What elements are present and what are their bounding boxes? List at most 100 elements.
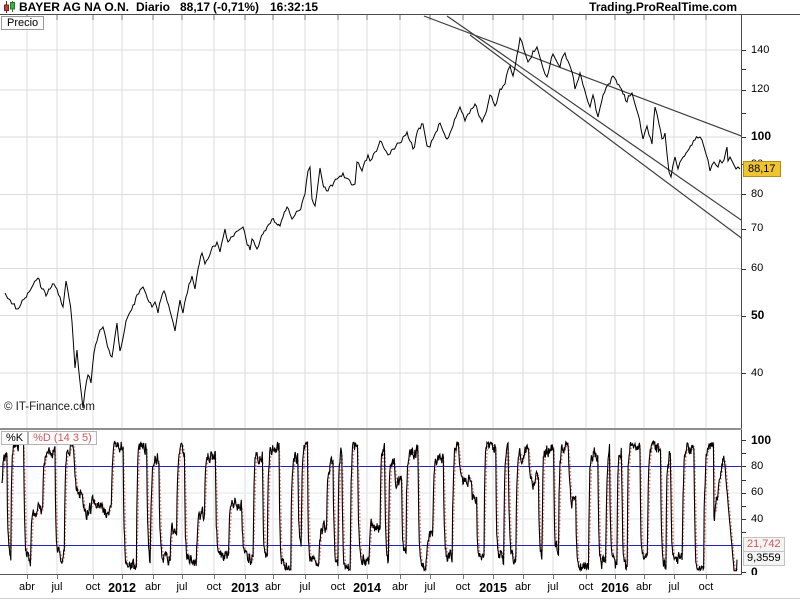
price-y-axis: 14012010090807060504088,17 (742, 15, 800, 428)
price-axis-label: 80 (751, 187, 764, 200)
time-axis-tick (706, 575, 707, 579)
time-axis-label: abr (392, 581, 408, 593)
time-axis-label: jul (51, 581, 63, 593)
it-finance-watermark: © IT-Finance.com (4, 401, 95, 413)
time-axis-tick (586, 575, 587, 579)
time-axis-label: jul (668, 581, 680, 593)
time-axis-tick (615, 575, 616, 579)
quote-time: 16:32:15 (270, 0, 319, 14)
stochastic-plot-area[interactable] (0, 430, 742, 574)
time-axis-label: 2016 (601, 581, 629, 595)
time-axis-tick (93, 575, 94, 579)
time-axis-label: 2015 (479, 581, 507, 595)
time-axis-label: oct (698, 581, 714, 593)
time-axis-tick (182, 575, 183, 579)
stochastic-tabs: %K %D (14 3 5) (1, 431, 97, 445)
price-axis-tick (742, 315, 746, 317)
time-axis-tick (553, 575, 554, 579)
page-bottom-border (0, 598, 800, 599)
tab-precio[interactable]: Precio (1, 16, 45, 30)
price-axis-tick (742, 112, 746, 114)
stoch-axis-tick (742, 532, 746, 534)
price-axis-label: 40 (751, 366, 764, 379)
time-axis-label: oct (455, 581, 471, 593)
time-axis-label: oct (330, 581, 346, 593)
price-axis-label: 100 (751, 129, 772, 144)
change-percent: (-0,71%) (213, 0, 260, 14)
time-axis-label: jul (424, 581, 436, 593)
time-axis-tick (214, 575, 215, 579)
stoch-axis-tick (742, 506, 746, 507)
stoch-last-k-box: 9,3559 (743, 551, 785, 566)
price-axis-tick (742, 228, 746, 230)
price-line (4, 36, 741, 409)
time-axis-tick (644, 575, 645, 579)
last-price-box: 88,17 (743, 161, 781, 177)
tab-percent-d[interactable]: %D (14 3 5) (28, 431, 97, 445)
price-axis-label: 70 (751, 222, 764, 235)
time-axis-label: jul (547, 581, 559, 593)
stoch-axis-tick (742, 492, 746, 494)
stoch-axis-tick (742, 479, 746, 481)
time-axis-tick (493, 575, 494, 579)
instrument-name: BAYER AG NA O.N. (19, 0, 130, 14)
price-plot-area[interactable] (0, 15, 742, 428)
time-axis-tick (674, 575, 675, 579)
time-axis-label: oct (578, 581, 594, 593)
stoch-axis-tick (742, 572, 746, 573)
time-axis-tick (400, 575, 401, 579)
price-axis-tick (742, 50, 746, 51)
stoch-axis-label: 80 (751, 459, 764, 472)
time-axis-label: 2012 (108, 581, 136, 595)
price-axis-label: 60 (751, 262, 764, 275)
candlestick-icon (3, 1, 17, 13)
title-bar: BAYER AG NA O.N. Diario 88,17 (-0,71%) 1… (0, 0, 800, 15)
panel-separator (0, 428, 742, 430)
time-axis-tick (153, 575, 154, 579)
time-axis-tick (338, 575, 339, 579)
stoch-axis-tick (742, 440, 746, 441)
time-axis: abr jul oct 2012 abr jul oct 2013 abr jul oct 2014 a… (0, 575, 800, 598)
price-axis-tick (742, 194, 746, 196)
time-axis-label: abr (145, 581, 161, 593)
stoch-k-line (1, 439, 738, 573)
time-axis-tick (305, 575, 306, 579)
time-axis-label: abr (19, 581, 35, 593)
stoch-last-d-box: 21,742 (743, 537, 785, 552)
timeframe-label: Diario (136, 0, 171, 14)
price-axis-label: 140 (751, 43, 770, 56)
price-axis-label: 120 (751, 83, 770, 96)
trendline[interactable] (446, 15, 741, 222)
plot-bottom-border (0, 574, 742, 575)
stoch-axis-label: 0 (751, 564, 758, 579)
time-axis-tick (27, 575, 28, 579)
time-axis-tick (367, 575, 368, 579)
price-axis-tick (742, 89, 746, 91)
price-axis-tick (742, 373, 746, 375)
stoch-axis-label: 100 (751, 432, 772, 447)
time-axis-label: jul (299, 581, 311, 593)
stoch-axis-label: 40 (751, 512, 764, 525)
time-axis-tick (273, 575, 274, 579)
stoch-axis-label: 60 (751, 486, 764, 499)
time-axis-tick (523, 575, 524, 579)
time-axis-tick (57, 575, 58, 579)
time-axis-label: 2014 (353, 581, 381, 595)
price-axis-tick (742, 268, 746, 270)
platform-brand: Trading.ProRealTime.com (589, 0, 737, 14)
time-axis-tick (245, 575, 246, 579)
time-axis-label: oct (206, 581, 222, 593)
stoch-axis-tick (742, 453, 746, 455)
trendline[interactable] (469, 34, 741, 240)
time-axis-label: abr (636, 581, 652, 593)
trendline[interactable] (423, 15, 741, 137)
time-axis-label: jul (176, 581, 188, 593)
time-axis-label: abr (265, 581, 281, 593)
time-axis-label: oct (85, 581, 101, 593)
tab-percent-k[interactable]: %K (1, 431, 29, 445)
price-axis-tick (742, 68, 746, 70)
time-axis-label: 2013 (231, 581, 259, 595)
price-axis-tick (742, 136, 746, 138)
time-axis-tick (430, 575, 431, 579)
